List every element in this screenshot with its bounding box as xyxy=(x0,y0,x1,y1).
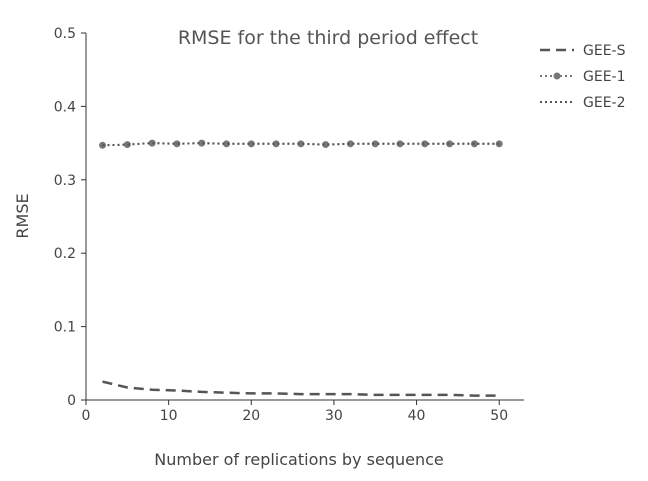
x-tick-label: 30 xyxy=(325,408,343,424)
legend-label: GEE-1 xyxy=(583,69,626,85)
data-point-gee-1 xyxy=(297,140,305,148)
y-tick-label: 0.1 xyxy=(54,320,76,336)
data-point-gee-1 xyxy=(222,140,230,148)
series-line-gee-s xyxy=(102,380,500,397)
y-tick-label: 0 xyxy=(67,393,76,409)
y-tick-label: 0.2 xyxy=(54,246,76,262)
data-point-gee-1 xyxy=(470,140,478,148)
data-point-gee-1 xyxy=(272,140,280,148)
data-point-gee-1 xyxy=(346,140,354,148)
series-layer xyxy=(99,139,503,397)
x-tick-label: 40 xyxy=(408,408,426,424)
legend-marker xyxy=(553,72,561,80)
y-tick-label: 0.4 xyxy=(54,99,76,115)
data-point-gee-1 xyxy=(123,141,131,149)
legend-item-gee-1: GEE-1 xyxy=(540,69,626,85)
legend-item-gee-2: GEE-2 xyxy=(540,95,626,111)
chart-title: RMSE for the third period effect xyxy=(178,27,478,49)
axes: 0 0.1 0.2 0.3 0.4 0.5 0 10 20 30 40 50 xyxy=(54,26,524,424)
data-point-gee-1 xyxy=(446,140,454,148)
data-point-gee-1 xyxy=(495,140,503,148)
legend-label: GEE-2 xyxy=(583,95,626,111)
data-point-gee-1 xyxy=(148,139,156,147)
data-point-gee-1 xyxy=(396,140,404,148)
data-point-gee-1 xyxy=(198,139,206,147)
data-point-gee-1 xyxy=(421,140,429,148)
data-point-gee-1 xyxy=(322,141,330,149)
x-tick-label: 10 xyxy=(160,408,178,424)
data-point-gee-1 xyxy=(371,140,379,148)
y-tick-label: 0.3 xyxy=(54,173,76,189)
data-point-gee-1 xyxy=(247,140,255,148)
y-axis-label: RMSE xyxy=(13,193,32,238)
legend: GEE-S GEE-1 GEE-2 xyxy=(540,43,626,111)
series-line-gee-2 xyxy=(102,142,500,147)
x-tick-label: 50 xyxy=(490,408,508,424)
legend-label: GEE-S xyxy=(583,43,626,59)
legend-item-gee-s: GEE-S xyxy=(540,43,626,59)
y-tick-label: 0.5 xyxy=(54,26,76,42)
x-tick-label: 20 xyxy=(242,408,260,424)
x-tick-label: 0 xyxy=(82,408,91,424)
x-axis-label: Number of replications by sequence xyxy=(154,450,443,469)
data-point-gee-1 xyxy=(173,140,181,148)
